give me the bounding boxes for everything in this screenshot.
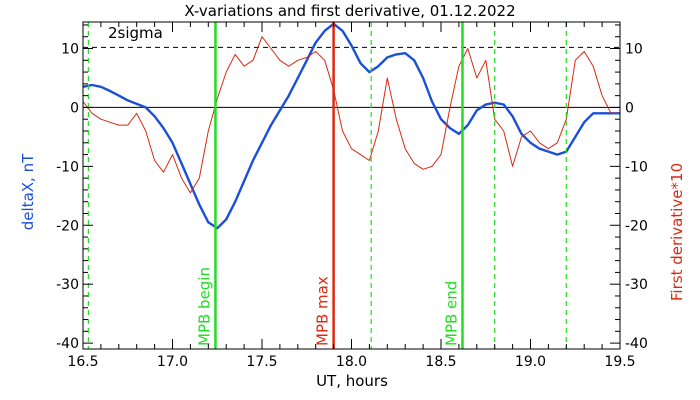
series-derivative-line xyxy=(82,36,620,194)
x-tick-label: 18.0 xyxy=(336,354,367,370)
series-deltaX-line xyxy=(82,22,620,230)
y-tick-label-right: -20 xyxy=(625,218,648,234)
y-tick-label-right: -40 xyxy=(625,336,648,352)
x-tick-label: 16.5 xyxy=(67,354,98,370)
plot-background xyxy=(83,22,620,349)
y-tick-label-right: -10 xyxy=(625,159,648,175)
y-tick-label-left: 0 xyxy=(70,100,79,116)
x-tick-label: 18.5 xyxy=(425,354,456,370)
marker-layer: MPB begin MPB max MPB end xyxy=(87,22,567,349)
x-tick-label: 19.0 xyxy=(515,354,546,370)
chart-title: X-variations and first derivative, 01.12… xyxy=(184,2,515,20)
x-tick-label: 17.5 xyxy=(246,354,277,370)
sigma-label: 2sigma xyxy=(108,24,163,42)
y-tick-label-left: -20 xyxy=(56,218,79,234)
y-tick-label-right: 0 xyxy=(625,100,634,116)
x-tick-label: 19.5 xyxy=(604,354,635,370)
x-tick-label: 17.0 xyxy=(157,354,188,370)
y-tick-label-left: -10 xyxy=(56,159,79,175)
tick-layer: 16.5 17.0 17.5 18.0 18.5 19.0 19.5 10 10 0 0 -10 -10… xyxy=(56,22,648,370)
y-axis-label-left: deltaX, nT xyxy=(19,153,37,230)
marker-label-mpb-max: MPB max xyxy=(314,276,332,346)
plot-area xyxy=(83,22,620,349)
y-tick-label-left: 10 xyxy=(61,42,79,58)
y-axis-label-right: First derivative*10 xyxy=(668,163,686,301)
x-axis-label: UT, hours xyxy=(316,372,388,390)
marker-label-mpb-end: MPB end xyxy=(442,281,460,346)
y-tick-label-left: -30 xyxy=(56,277,79,293)
y-tick-label-right: 10 xyxy=(625,42,643,58)
y-tick-label-right: -30 xyxy=(625,277,648,293)
marker-label-mpb-begin: MPB begin xyxy=(195,267,213,346)
series-layer xyxy=(82,22,620,230)
y-tick-label-left: -40 xyxy=(56,336,79,352)
